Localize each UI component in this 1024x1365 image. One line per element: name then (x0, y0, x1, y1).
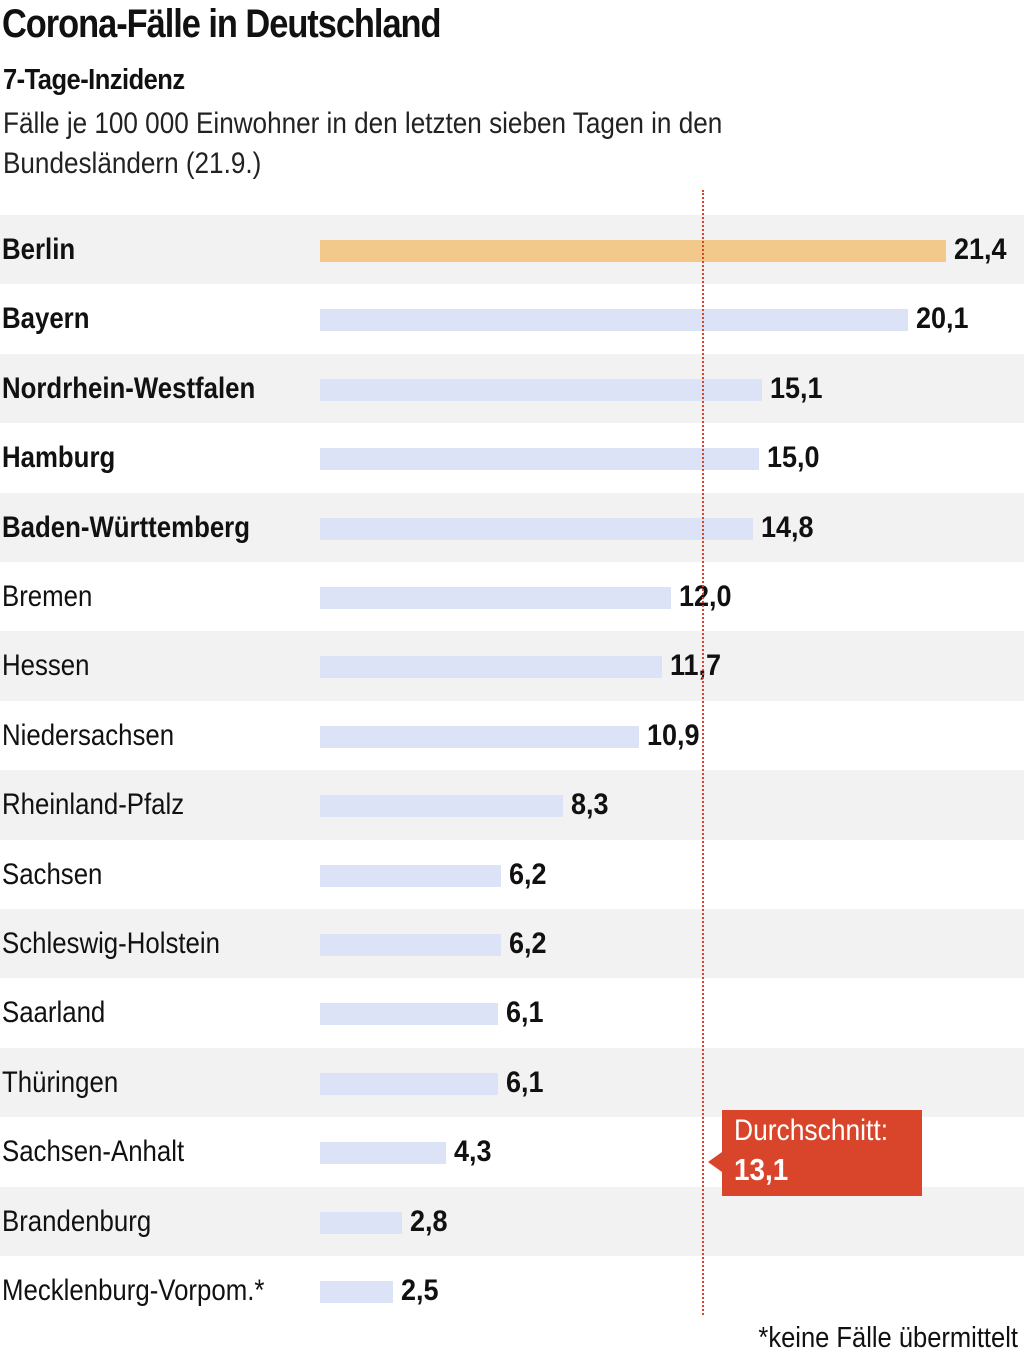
bar (320, 587, 672, 609)
bar (320, 1281, 394, 1303)
category-label: Bayern (2, 302, 90, 336)
bar-row: Rheinland-Pfalz 8,3 (0, 770, 1024, 840)
bar (320, 656, 663, 679)
bar (320, 517, 753, 540)
bar-row: Saarland 6,1 (0, 978, 1024, 1047)
category-label: Thüringen (2, 1065, 119, 1099)
bar-row: Hessen 11,7 (0, 631, 1024, 701)
category-label: Baden-Württemberg (2, 510, 250, 544)
bar-row: Nordrhein-Westfalen 15,1 (0, 353, 1024, 424)
average-label: Durchschnitt: (734, 1114, 889, 1147)
bar-chart: Berlin 21,4 Bayern 20,1 Nordrhein-Westfalen 1… (0, 215, 1024, 1325)
bar (320, 1211, 402, 1234)
value-label: 6,1 (506, 1065, 544, 1099)
bar (320, 725, 639, 748)
category-label: Rheinland-Pfalz (2, 788, 185, 822)
bar (320, 309, 908, 332)
category-label: Saarland (2, 996, 106, 1030)
bar-row: Schleswig-Holstein 6,2 (0, 909, 1024, 979)
category-label: Nordrhein-Westfalen (2, 371, 256, 405)
bar (320, 934, 502, 956)
bar-row: Hamburg 15,0 (0, 423, 1024, 492)
bar (320, 1142, 446, 1165)
average-line (702, 190, 705, 1315)
value-label: 14,8 (760, 510, 814, 544)
value-label: 4,3 (453, 1135, 492, 1169)
value-label: 10,9 (646, 718, 700, 752)
category-label: Niedersachsen (2, 718, 175, 752)
bar-row: Thüringen 6,1 (0, 1047, 1024, 1118)
value-label: 2,8 (409, 1204, 448, 1238)
value-label: 12,0 (679, 580, 732, 613)
bar-row: Brandenburg 2,8 (0, 1186, 1024, 1256)
category-label: Berlin (2, 233, 76, 266)
bar (320, 1072, 499, 1095)
value-label: 6,2 (509, 857, 547, 891)
bar (320, 795, 563, 818)
value-label: 2,5 (401, 1274, 439, 1307)
bar (320, 448, 759, 471)
category-label: Mecklenburg-Vorpom.* (2, 1274, 265, 1307)
value-label: 15,0 (766, 441, 820, 475)
bar (320, 240, 946, 262)
bar-row: Berlin 21,4 (0, 215, 1024, 285)
value-label: 21,4 (954, 233, 1007, 266)
category-label: Bremen (2, 580, 93, 613)
chart-title: Corona-Fälle in Deutschland (2, 2, 442, 46)
average-value: 13,1 (734, 1152, 789, 1187)
bar-row: Sachsen 6,2 (0, 840, 1024, 909)
category-label: Schleswig-Holstein (2, 927, 220, 960)
value-label: 15,1 (769, 371, 823, 405)
bar-row: Baden-Württemberg 14,8 (0, 492, 1024, 562)
bar-row: Sachsen-Anhalt 4,3 (0, 1117, 1024, 1186)
bar (320, 864, 502, 887)
bar (320, 378, 762, 401)
average-callout: Durchschnitt: 13,1 (708, 1110, 922, 1196)
bar-row: Bayern 20,1 (0, 284, 1024, 353)
footnote: *keine Fälle übermittelt (758, 1322, 1018, 1354)
bar-row: Bremen 12,0 (0, 562, 1024, 631)
chart-description: Fälle je 100 000 Einwohner in den letzte… (3, 107, 723, 180)
value-label: 11,7 (670, 649, 722, 683)
bar-row: Mecklenburg-Vorpom.* 2,5 (0, 1256, 1024, 1325)
value-label: 20,1 (915, 302, 969, 336)
value-label: 8,3 (570, 788, 609, 822)
category-label: Sachsen-Anhalt (2, 1135, 185, 1169)
chart-subtitle: 7-Tage-Inzidenz (3, 64, 185, 96)
bar (320, 1003, 499, 1026)
value-label: 6,2 (509, 927, 547, 960)
bar-row: Niedersachsen 10,9 (0, 701, 1024, 770)
category-label: Sachsen (2, 857, 103, 891)
category-label: Hamburg (2, 441, 116, 475)
value-label: 6,1 (506, 996, 544, 1030)
category-label: Brandenburg (2, 1204, 152, 1238)
category-label: Hessen (2, 649, 90, 683)
